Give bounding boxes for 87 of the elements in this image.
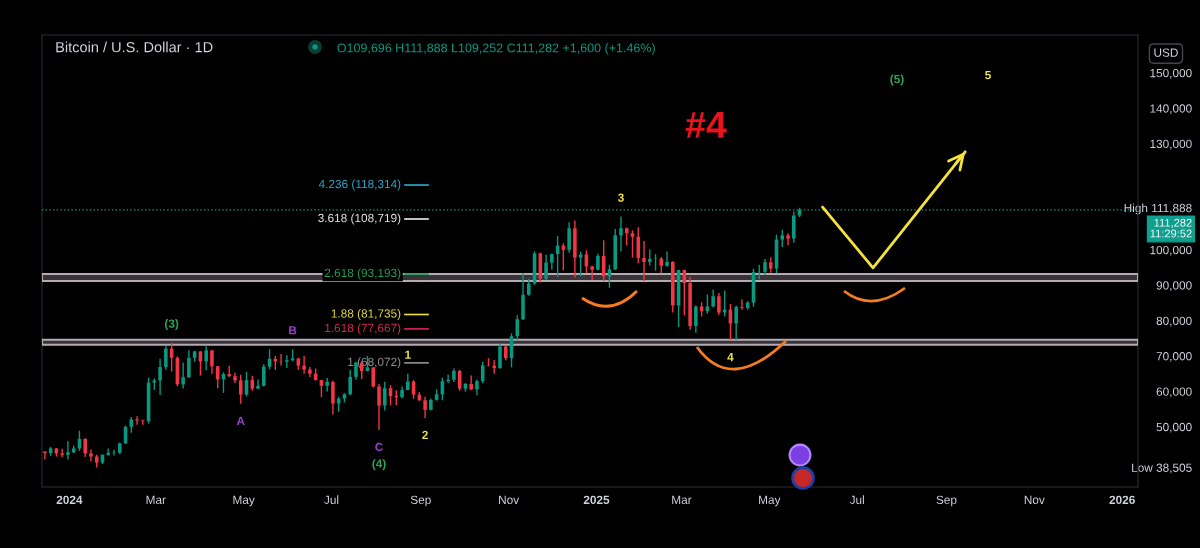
x-tick-label: 2026 [1109, 495, 1135, 504]
candlestick [158, 358, 162, 396]
candlestick [238, 374, 243, 405]
text: O109,696 H111,888 L109,252 C111,282 +1,600 (+1.46%) [337, 43, 655, 55]
y-tick-label: 60,000 [1156, 387, 1192, 398]
candlestick [141, 419, 145, 426]
candlestick [135, 415, 139, 426]
candlestick [423, 396, 427, 419]
y-tick-label: 80,000 [1156, 316, 1192, 327]
candlestick [694, 304, 698, 334]
ref-line-label: 111,282 11:29:52 [1150, 218, 1192, 238]
y-tick-label: 90,000 [1156, 281, 1192, 292]
candlestick [89, 448, 93, 462]
x-tick-label: Sep [936, 495, 957, 507]
y-tick-label: 70,000 [1156, 352, 1192, 362]
y-axis-title: USD [1154, 48, 1178, 57]
candlestick [578, 250, 583, 278]
y-tick-label: 140,000 [1150, 104, 1192, 115]
y-tick-label: Low 38,505 [1132, 463, 1192, 474]
x-tick-label: 2024 [56, 495, 83, 504]
annotation: 4 [727, 353, 734, 362]
annotation: (5) [890, 74, 904, 86]
x-tick-label: Nov [1024, 495, 1045, 504]
candlestick [382, 381, 387, 412]
candlestick [210, 349, 214, 375]
annotation: 3 [617, 193, 624, 202]
annotation: (4) [372, 459, 386, 471]
candlestick [181, 361, 185, 390]
y-tick-label: 100,000 [1150, 245, 1192, 256]
y-tick-label: 130,000 [1150, 139, 1192, 150]
candlestick [792, 210, 796, 244]
candlestick [717, 292, 721, 316]
ref-line-label: 4.236 (118,314) [318, 179, 401, 191]
x-tick-label: May [759, 495, 781, 507]
candlestick [279, 353, 283, 367]
ref-line-label: 1.618 (77,667) [325, 323, 401, 335]
x-tick-label: Sep [410, 495, 431, 507]
candlestick [630, 229, 635, 259]
candlestick [665, 250, 669, 268]
candlestick [285, 354, 289, 369]
x-tick-label: Jul [324, 495, 339, 504]
y-tick-label: 50,000 [1156, 422, 1192, 433]
candlestick [705, 293, 710, 315]
ref-line-label: 3.618 (108,719) [318, 213, 401, 225]
candlestick [348, 369, 352, 396]
candlestick [331, 380, 335, 416]
annotation: A [236, 416, 245, 425]
x-tick-label: May [233, 495, 255, 507]
candlestick [83, 437, 87, 458]
candlestick [590, 265, 594, 281]
candlestick [636, 226, 641, 264]
annotation: (3) [164, 319, 179, 331]
y-tick-label: High 111,888 [1124, 203, 1192, 215]
candlestick [204, 345, 208, 371]
chart-title: Bitcoin / U.S. Dollar · 1D [56, 41, 213, 53]
x-tick-label: Mar [146, 495, 166, 504]
candlestick [619, 215, 623, 253]
candlestick [515, 314, 520, 342]
x-tick-label: Jul [849, 495, 864, 504]
annotation: 1 [405, 350, 411, 359]
annotation: #4 [685, 111, 727, 138]
candlestick [722, 289, 727, 318]
candlestick [377, 382, 381, 431]
candlestick [740, 298, 744, 311]
candlestick [256, 378, 260, 391]
annotation: B [289, 326, 297, 335]
y-tick-label: 150,000 [1150, 68, 1192, 79]
x-tick-label: 2025 [583, 495, 610, 504]
annotation: 2 [422, 430, 428, 440]
candlestick [734, 304, 738, 341]
candlestick [325, 377, 329, 393]
candlestick [786, 232, 790, 246]
candlestick [187, 349, 191, 379]
annotation: 5 [985, 70, 991, 80]
candlestick [567, 221, 571, 254]
candlestick [498, 342, 502, 370]
ref-line-label: 1.88 (81,735) [331, 309, 401, 320]
candlestick [642, 240, 646, 282]
candlestick [60, 448, 64, 458]
candlestick [354, 361, 358, 381]
candlestick [164, 345, 168, 371]
x-tick-label: Mar [672, 495, 692, 504]
candlestick [66, 440, 70, 461]
candlestick [544, 253, 548, 281]
ref-line-label: 2.618 (93,193) [324, 268, 401, 280]
x-tick-label: Nov [499, 495, 520, 504]
annotation: C [375, 442, 383, 452]
